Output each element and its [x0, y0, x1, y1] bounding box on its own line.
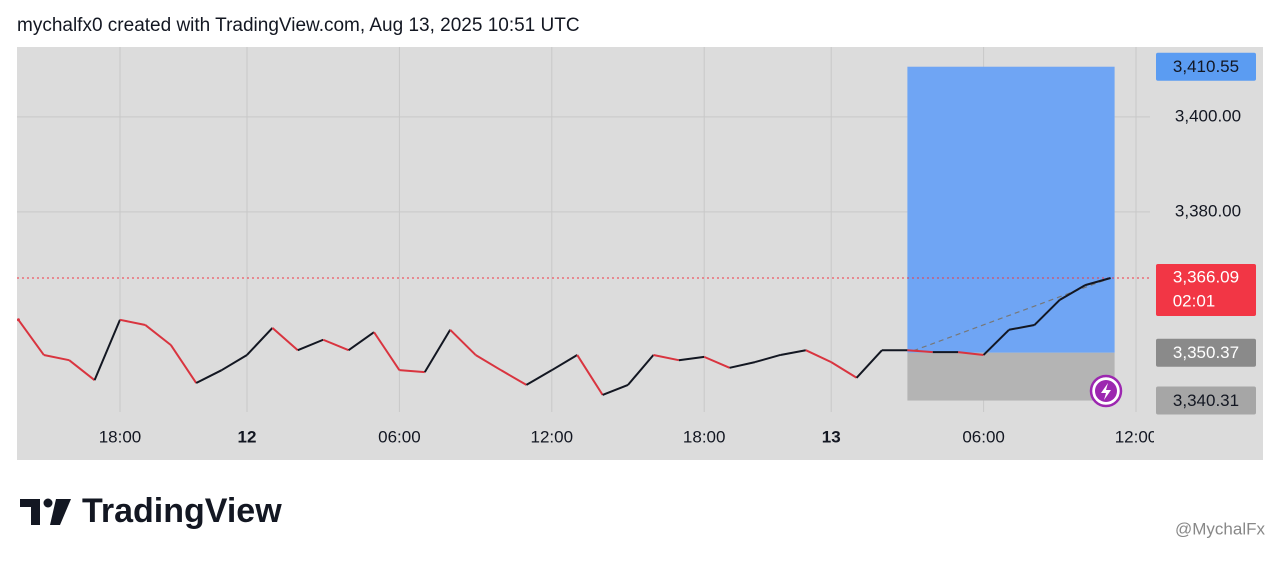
price-segment	[602, 383, 629, 396]
x-tick-label: 12	[238, 427, 257, 446]
price-segment	[271, 327, 299, 351]
countdown-label: 02:01	[1173, 292, 1216, 311]
price-segment	[399, 369, 425, 374]
price-segment	[449, 329, 477, 356]
y-tick-label: 3,380.00	[1175, 201, 1241, 220]
price-segment	[373, 331, 401, 371]
price-segment	[297, 338, 324, 352]
price-segment	[1008, 324, 1035, 331]
price-segment	[703, 355, 730, 369]
price-segment	[475, 354, 502, 372]
price-segment	[907, 349, 933, 354]
price-segment	[551, 354, 578, 372]
price-segment	[221, 354, 248, 372]
brand: TradingView	[82, 492, 282, 530]
price-segment	[1033, 299, 1061, 326]
price-segment	[780, 349, 806, 356]
price-segment	[627, 354, 655, 386]
price-segment	[119, 318, 146, 327]
price-segment	[195, 369, 223, 384]
price-segment	[144, 324, 172, 346]
logo: TradingView	[20, 492, 282, 530]
price-badge	[1156, 52, 1256, 81]
x-tick-label: 06:00	[378, 427, 421, 446]
y-tick-label: 3,400.00	[1175, 106, 1241, 125]
position-loss	[907, 352, 1115, 401]
logo-mark	[50, 499, 71, 525]
price-badge	[1156, 386, 1256, 415]
price-segment	[830, 361, 858, 379]
logo-mark	[20, 499, 40, 525]
price-segment	[423, 329, 452, 373]
price-segment	[805, 349, 832, 364]
price-segment	[525, 369, 553, 386]
price-segment	[1059, 284, 1086, 301]
x-axis: 18:00 12 06:00 12:00 18:00 13 06:00 12:00	[99, 427, 1158, 446]
x-tick-label: 13	[822, 427, 841, 446]
y-axis: 3,380.00 3,400.00 3,410.55 3,350.37 3,340.31…	[1156, 52, 1256, 415]
current-price-badge	[1156, 264, 1256, 317]
price-segment	[855, 349, 883, 379]
price-segment	[17, 319, 45, 356]
price-badge-label: 3,350.37	[1173, 343, 1239, 362]
price-segment	[93, 319, 121, 381]
x-tick-label: 06:00	[962, 427, 1005, 446]
price-segment	[322, 338, 349, 352]
price-segment	[246, 327, 274, 356]
lightning-icon	[1089, 374, 1123, 408]
current-price-label: 3,366.09	[1173, 268, 1239, 287]
price-segment	[68, 359, 96, 381]
price-segment	[982, 329, 1010, 356]
price-segment	[729, 361, 756, 369]
price-segment	[500, 369, 527, 386]
header: mychalfx0 created with TradingView.com, …	[17, 15, 580, 36]
price-segment	[754, 354, 781, 364]
price-badge	[1156, 338, 1256, 367]
position-profit	[907, 66, 1115, 353]
price-segment	[169, 344, 198, 384]
price-badge-label: 3,340.31	[1173, 391, 1239, 410]
logo-mark	[43, 498, 53, 508]
price-segment	[958, 351, 984, 356]
watermark: @MychalFx	[1175, 519, 1265, 538]
price-badge-label: 3,410.55	[1173, 57, 1239, 76]
price-segment	[348, 331, 375, 352]
price-segment	[43, 353, 70, 362]
icon-bolt	[1101, 383, 1111, 400]
price-segment	[678, 355, 705, 362]
price-segment	[576, 354, 604, 396]
x-tick-label: 12:00	[1115, 427, 1158, 446]
plot	[17, 66, 1150, 401]
x-tick-label: 18:00	[683, 427, 726, 446]
x-tick-label: 18:00	[99, 427, 142, 446]
x-tick-label: 12:00	[531, 427, 574, 446]
price-segment	[1084, 277, 1111, 287]
price-segment	[653, 353, 680, 362]
